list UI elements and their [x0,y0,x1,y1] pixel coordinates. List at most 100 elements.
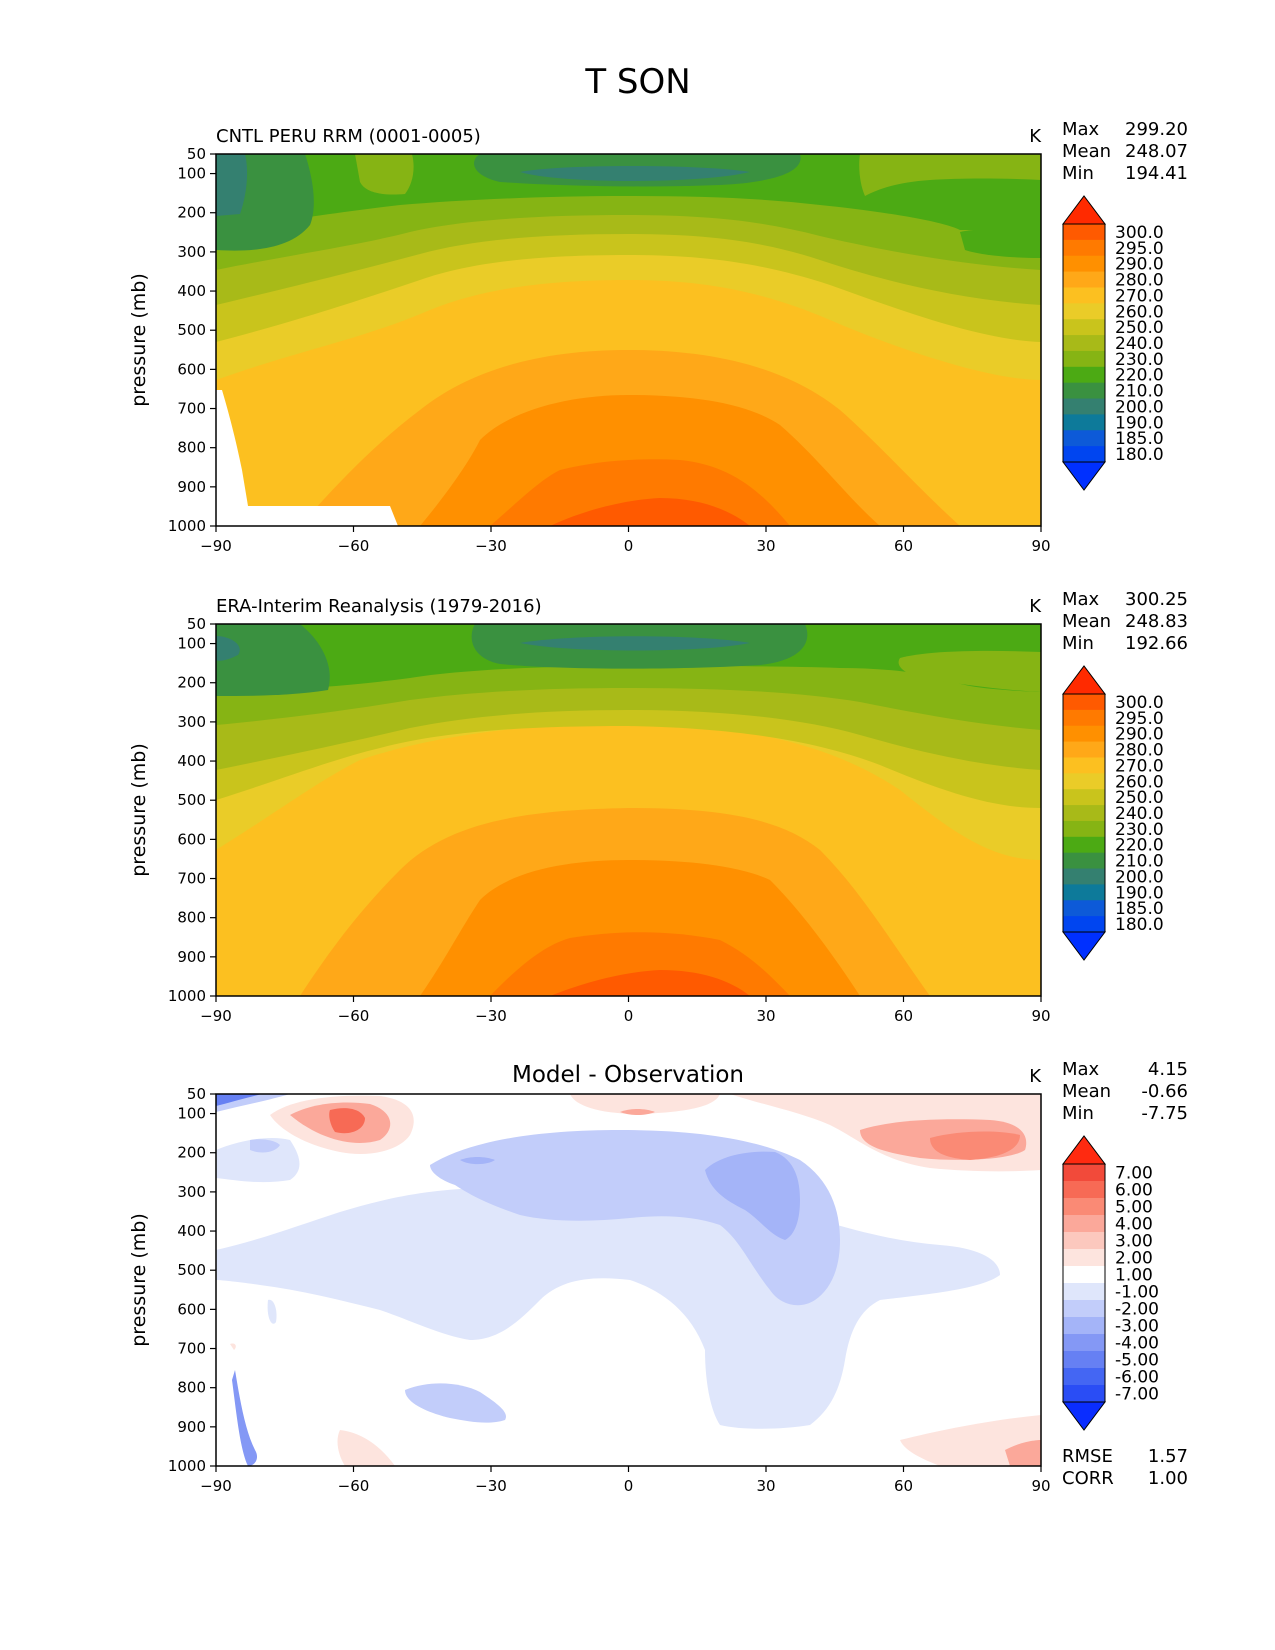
colorbar-segment [1063,725,1105,743]
colorbar-label: 260.0 [1115,772,1164,792]
x-tick-label: 90 [1031,1477,1050,1495]
stat-min-value: 194.41 [1125,163,1188,184]
colorbar-extend-max [1062,1135,1106,1165]
colorbar-segment [1063,224,1105,241]
panel-obs: ERA-Interim Reanalysis (1979-2016) K pre… [128,589,1188,1025]
colorbar-label: 210.0 [1115,852,1164,872]
colorbar-segment [1063,836,1105,854]
colorbar-label: 190.0 [1115,883,1164,903]
y-tick-label: 200 [177,204,206,222]
colorbar-label: 7.00 [1115,1164,1153,1184]
colorbar-segment [1063,335,1105,352]
y-tick-label: 500 [177,321,206,339]
y-tick-label: 400 [177,1222,206,1240]
colorbar-segment [1063,884,1105,901]
y-tick-label: 700 [177,870,206,888]
x-tick-label: 90 [1031,537,1050,555]
stat-max-label: Max [1062,119,1100,140]
stat-mean-value: 248.07 [1125,141,1188,162]
colorbar-label: 290.0 [1115,725,1164,745]
colorbar-label: -5.00 [1115,1351,1159,1371]
colorbar-segment [1063,916,1105,933]
colorbar-extend-max [1062,195,1106,225]
x-tick-label: −30 [475,1477,507,1495]
colorbar-extend-min [1062,461,1106,491]
colorbar-label: -7.00 [1115,1385,1159,1405]
x-tick-label: 30 [756,1477,775,1495]
x-tick-label: 0 [624,1477,634,1495]
colorbar-label: 200.0 [1115,867,1164,887]
colorbar-segment [1063,852,1105,870]
x-tick-label: −60 [338,537,370,555]
colorbar-segment [1063,1249,1105,1267]
colorbar-extend-max [1062,665,1106,695]
colorbar-segment [1063,303,1105,320]
stat-min-value: -7.75 [1141,1103,1188,1124]
colorbar-frame [1062,223,1106,463]
colorbar-label: 6.00 [1115,1181,1153,1201]
colorbar-segment [1063,1385,1105,1403]
colorbar-segment [1063,287,1105,304]
y-tick-label: 300 [177,1183,206,1201]
colorbar-frame [1062,693,1106,933]
panel-title: ERA-Interim Reanalysis (1979-2016) [216,596,542,617]
units-label: K [1029,126,1042,147]
x-tick-label: 0 [624,1007,634,1025]
figure-title: T SON [584,62,690,102]
colorbar-segment [1063,805,1105,822]
stat-min-label: Min [1062,1103,1094,1124]
x-tick-label: 60 [894,537,913,555]
colorbar-label: 240.0 [1115,804,1164,824]
colorbar-label: 230.0 [1115,820,1164,840]
x-tick-label: 30 [756,537,775,555]
colorbar-segment [1063,868,1105,885]
stats-block: Max 4.15 Mean -0.66 Min -7.75 RMSE 1.57 … [1062,1059,1188,1489]
colorbar-label: 295.0 [1115,709,1164,729]
colorbar-extend-min [1062,931,1106,961]
stat-mean-label: Mean [1062,611,1111,632]
stat-rmse-value: 1.57 [1148,1446,1188,1467]
contour-field-obs [216,624,1041,996]
y-tick-label: 300 [177,713,206,731]
colorbar-segment [1063,350,1105,368]
colorbar-label: 5.00 [1115,1198,1153,1218]
colorbar-segment [1063,414,1105,431]
y-tick-label: 400 [177,752,206,770]
y-tick-label: 600 [177,1300,206,1318]
colorbar-segment [1063,319,1105,336]
colorbar-label: 295.0 [1115,239,1164,259]
stat-mean-label: Mean [1062,141,1111,162]
y-tick-label: 100 [177,165,206,183]
colorbar-segment [1063,757,1105,774]
colorbar-segment [1063,1164,1105,1182]
colorbar-segment [1063,1232,1105,1250]
colorbar-segment [1063,255,1105,273]
colorbar-segment [1063,694,1105,711]
y-tick-label: 100 [177,635,206,653]
y-axis-label: pressure (mb) [128,273,150,407]
colorbar-segment [1063,1334,1105,1352]
colorbar-label: 180.0 [1115,445,1164,465]
stat-max-label: Max [1062,589,1100,610]
stat-max-value: 300.25 [1125,589,1188,610]
y-tick-label: 50 [187,1085,206,1103]
stat-corr-label: CORR [1062,1468,1114,1489]
colorbar-label: -2.00 [1115,1300,1159,1320]
colorbar-label: 230.0 [1115,350,1164,370]
colorbar-label: 210.0 [1115,382,1164,402]
colorbar-segment [1063,773,1105,790]
colorbar-segment [1063,1181,1105,1199]
colorbar-label: 250.0 [1115,788,1164,808]
y-tick-label: 1000 [168,987,206,1005]
colorbar-label: 185.0 [1115,429,1164,449]
colorbar-label: 200.0 [1115,397,1164,417]
colorbar-extend-min [1062,1401,1106,1431]
stat-min-value: 192.66 [1125,633,1188,654]
colorbar-label: -6.00 [1115,1368,1159,1388]
colorbar-label: 280.0 [1115,271,1164,291]
stat-min-label: Min [1062,633,1094,654]
stat-rmse-label: RMSE [1062,1446,1113,1467]
stat-corr-value: 1.00 [1148,1468,1188,1489]
x-tick-label: −90 [200,1007,232,1025]
